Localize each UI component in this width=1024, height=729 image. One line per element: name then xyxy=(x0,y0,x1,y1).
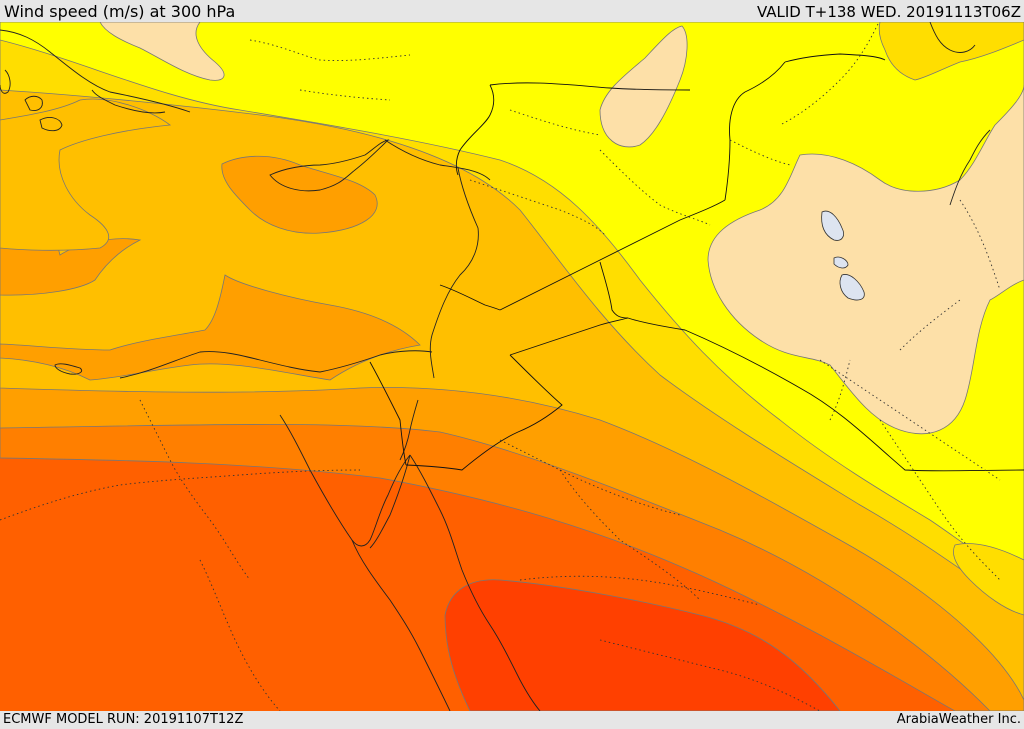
calm-region-nw xyxy=(99,22,225,81)
calm-region-iraq xyxy=(707,84,1024,434)
jet-core-red xyxy=(444,579,841,711)
valid-time: VALID T+138 WED. 20191113T06Z xyxy=(756,3,1021,21)
jet-core-cyprus xyxy=(221,155,378,234)
title-bar: Wind speed (m/s) at 300 hPa VALID T+138 … xyxy=(0,0,1024,22)
model-run: ECMWF MODEL RUN: 20191107T12Z xyxy=(3,712,244,727)
map-title: Wind speed (m/s) at 300 hPa xyxy=(4,2,236,21)
gold-ring-west xyxy=(0,98,172,251)
lake-razazza xyxy=(839,274,865,301)
gold-region-se xyxy=(953,543,1024,616)
lake-tharthar xyxy=(821,210,844,241)
wind-speed-map xyxy=(0,22,1024,711)
coastlines xyxy=(0,22,991,711)
band-yellow xyxy=(0,22,1024,579)
footer-bar: ECMWF MODEL RUN: 20191107T12Z ArabiaWeat… xyxy=(0,711,1024,729)
credit: ArabiaWeather Inc. xyxy=(896,712,1021,727)
lake-habbaniyah xyxy=(833,256,849,269)
admin-boundaries xyxy=(0,22,1001,711)
international-borders xyxy=(369,53,1024,472)
calm-region-north xyxy=(599,25,688,148)
